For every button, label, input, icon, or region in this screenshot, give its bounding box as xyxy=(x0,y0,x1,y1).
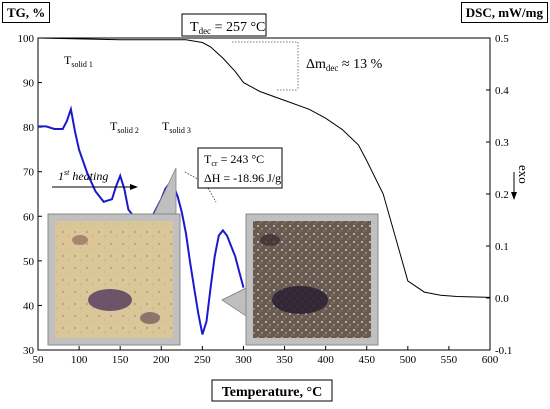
exo-arrow-head xyxy=(511,192,517,200)
heating-arrow-head xyxy=(130,184,138,190)
t-solid-2-label: Tsolid 2 xyxy=(110,119,139,135)
x-tick-label: 300 xyxy=(235,354,252,366)
t-solid-1-label: Tsolid 1 xyxy=(64,53,93,69)
tdec-box xyxy=(181,13,267,37)
x-tick-label: 50 xyxy=(33,354,45,366)
y-right-tick-label: 0.3 xyxy=(495,137,509,149)
tcr-label: Tcr = 243 °C xyxy=(204,152,264,168)
tg-axis-title: TG, % xyxy=(2,2,51,23)
t-solid-3-label: Tsolid 3 xyxy=(162,119,191,135)
x-tick-label: 450 xyxy=(358,354,375,366)
y-left-tick-label: 60 xyxy=(23,211,35,223)
x-tick-label: 550 xyxy=(441,354,458,366)
exo-label: exo xyxy=(516,165,531,184)
y-right-tick-label: 0.5 xyxy=(495,33,509,45)
y-right-axis-ticks: -0.1 0.0 0.1 0.2 0.3 0.4 0.5 xyxy=(486,33,512,357)
x-tick-label: 350 xyxy=(276,354,293,366)
callout-2 xyxy=(221,287,247,317)
y-left-tick-label: 40 xyxy=(23,300,35,312)
micrograph-left-blob-3 xyxy=(140,312,160,324)
micrograph-left-blob xyxy=(88,289,132,311)
y-left-tick-label: 50 xyxy=(23,256,35,268)
heating-label: 1st heating xyxy=(58,168,108,183)
x-tick-label: 400 xyxy=(317,354,334,366)
tcr-box xyxy=(197,147,283,189)
micrograph-right-blob-2 xyxy=(260,234,280,246)
x-tick-label: 100 xyxy=(71,354,88,366)
y-left-tick-label: 70 xyxy=(23,167,35,179)
tg-curve xyxy=(37,37,491,298)
x-tick-label: 250 xyxy=(194,354,211,366)
y-left-tick-label: 80 xyxy=(23,122,35,134)
x-tick-label: 600 xyxy=(482,354,499,366)
micrograph-right-blob xyxy=(272,286,328,314)
x-axis-title-box xyxy=(211,379,333,402)
y-left-tick-label: 30 xyxy=(23,345,35,357)
x-axis-ticks: 50 100 150 200 250 300 350 400 450 500 550 600 xyxy=(33,346,499,366)
dh-label: ΔH = -18.96 J/g xyxy=(204,171,281,185)
y-left-tick-label: 90 xyxy=(23,78,35,90)
y-right-tick-label: 0.2 xyxy=(495,189,509,201)
x-tick-label: 150 xyxy=(112,354,129,366)
x-tick-label: 500 xyxy=(400,354,417,366)
y-right-tick-label: 0.0 xyxy=(495,293,509,305)
y-right-tick-label: 0.4 xyxy=(495,85,509,97)
y-left-axis-ticks: 30 40 50 60 70 80 90 100 xyxy=(18,33,42,357)
tdec-label: Tdec = 257 °C xyxy=(190,20,265,36)
micrograph-left-blob-2 xyxy=(72,235,88,245)
y-right-tick-label: 0.1 xyxy=(495,241,509,253)
mass-loss-guides xyxy=(232,41,299,91)
x-tick-label: 200 xyxy=(153,354,170,366)
y-right-tick-label: -0.1 xyxy=(495,345,512,357)
y-left-tick-label: 100 xyxy=(18,33,35,45)
x-axis-title: Temperature, °C xyxy=(222,385,322,400)
dsc-axis-title: DSC, mW/mg xyxy=(460,2,548,23)
mass-loss-label: Δmdec ≈ 13 % xyxy=(306,57,383,73)
